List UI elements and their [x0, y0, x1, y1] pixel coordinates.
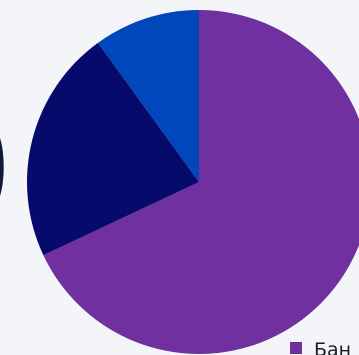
legend-label-0: Бан — [314, 339, 351, 355]
pie-slice-0 — [43, 10, 359, 354]
pie-slices — [27, 10, 359, 354]
pie-slice-2 — [97, 10, 199, 182]
chart-legend: Бан — [290, 339, 351, 355]
legend-swatch-0 — [290, 342, 302, 354]
partial-shape-left-edge — [0, 138, 4, 196]
pie-slice-1 — [27, 42, 200, 256]
